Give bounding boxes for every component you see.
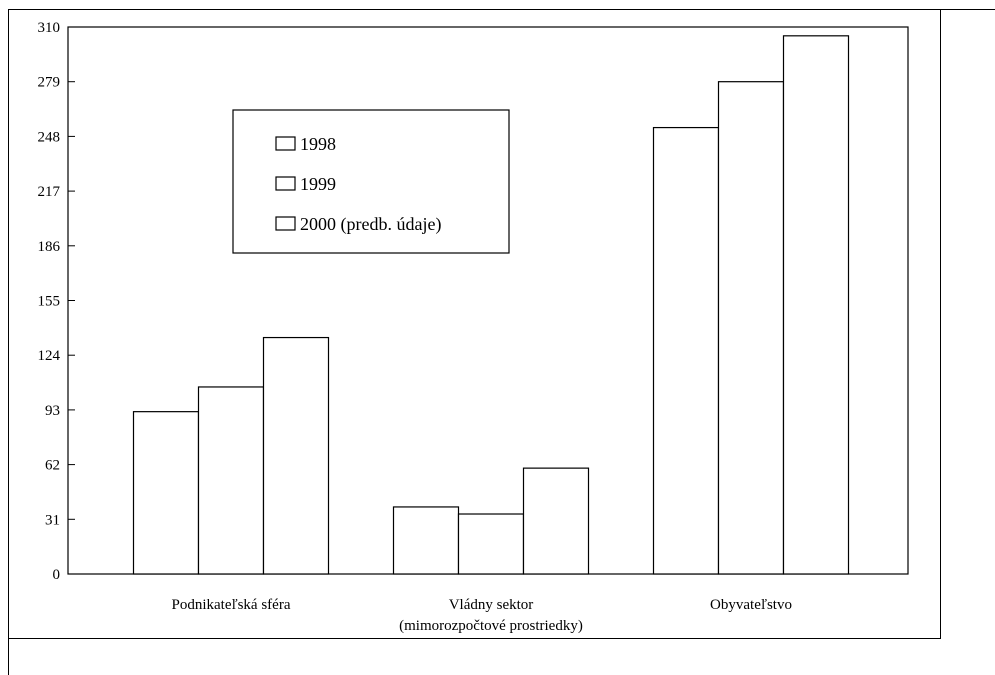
bar-2000-2	[522, 467, 590, 575]
y-tick-label: 155	[38, 294, 61, 310]
category-label: (mimorozpočtové prostriedky)	[399, 618, 583, 634]
bar-1999-3	[717, 81, 785, 575]
y-tick-label: 93	[45, 403, 60, 419]
legend-label: 2000 (predb. údaje)	[300, 214, 441, 235]
y-tick-label: 248	[38, 129, 61, 145]
bars	[132, 35, 850, 575]
legend: 1998 1999 2000 (predb. údaje)	[232, 109, 510, 254]
legend-label: 1999	[300, 174, 336, 194]
legend-label: 1998	[300, 134, 336, 154]
y-tick-label: 217	[38, 184, 61, 200]
y-tick-label: 0	[53, 567, 61, 583]
legend-swatch	[275, 176, 296, 191]
y-tick-label: 186	[38, 239, 61, 255]
bar-1998-3	[652, 126, 720, 575]
category-label: Vládny sektor	[449, 597, 534, 613]
bar-2000-1	[262, 336, 330, 575]
bar-2000-3	[782, 35, 850, 575]
category-label: Podnikateľská sféra	[172, 597, 291, 613]
bar-1998-1	[132, 411, 200, 575]
bar-1998-2	[392, 506, 460, 575]
y-tick-label: 310	[38, 20, 61, 36]
axes: 0 31 62 93 124 155 186 217 248 279 310 Podnikateľsk…	[38, 20, 909, 634]
frame-top-extension	[941, 9, 995, 10]
y-tick-label: 62	[45, 458, 60, 474]
y-tick-label: 124	[38, 348, 61, 364]
legend-swatch	[275, 216, 296, 231]
category-label: Obyvateľstvo	[710, 597, 792, 613]
y-tick-label: 31	[45, 512, 60, 528]
bar-1999-2	[457, 513, 525, 575]
bar-1999-1	[197, 386, 265, 575]
legend-swatch	[275, 136, 296, 151]
y-tick-label: 279	[38, 75, 61, 91]
frame-left-extension	[8, 638, 9, 675]
chart-frame	[8, 9, 941, 639]
